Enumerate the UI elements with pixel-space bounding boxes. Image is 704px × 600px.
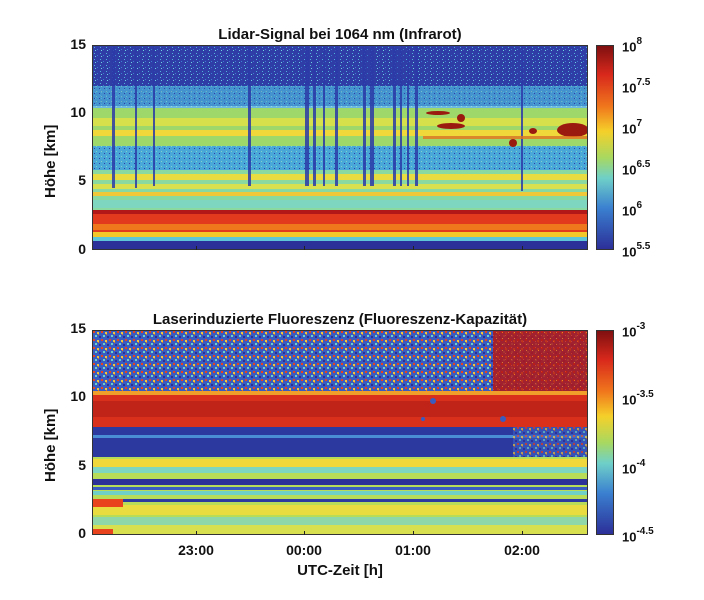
top-xtick-mark-0100 bbox=[413, 246, 414, 250]
top-cbar-tick-6.5: 106.5 bbox=[622, 159, 651, 178]
x-axis-label: UTC-Zeit [h] bbox=[297, 562, 383, 579]
top-plot-title: Lidar-Signal bei 1064 nm (Infrarot) bbox=[218, 26, 462, 43]
top-cbar-tick-5.5: 105.5 bbox=[622, 241, 651, 260]
top-xtick-mark-2300 bbox=[196, 246, 197, 250]
bottom-xtick-mark-0100 bbox=[413, 531, 414, 535]
bottom-xtick-mark-0000 bbox=[304, 531, 305, 535]
top-xtick-mark-0000 bbox=[304, 246, 305, 250]
bottom-cbar-tick-minus4: 10-4 bbox=[622, 458, 646, 477]
xtick-0100: 01:00 bbox=[395, 542, 431, 558]
xtick-0000: 00:00 bbox=[286, 542, 322, 558]
top-y-axis-label: Höhe [km] bbox=[42, 124, 59, 198]
top-colorbar bbox=[596, 45, 614, 250]
top-ytick-15: 15 bbox=[70, 36, 86, 52]
xtick-2300: 23:00 bbox=[178, 542, 214, 558]
top-cbar-tick-7: 107 bbox=[622, 118, 643, 137]
bottom-ytick-5: 5 bbox=[78, 457, 86, 473]
top-cbar-tick-7.5: 107.5 bbox=[622, 77, 651, 96]
top-ytick-10: 10 bbox=[70, 104, 86, 120]
xtick-0200: 02:00 bbox=[504, 542, 540, 558]
top-cbar-tick-6: 106 bbox=[622, 200, 643, 219]
top-cbar-tick-8: 108 bbox=[622, 36, 643, 55]
bottom-xtick-mark-2300 bbox=[196, 531, 197, 535]
bottom-y-axis-label: Höhe [km] bbox=[42, 408, 59, 482]
bottom-ytick-15: 15 bbox=[70, 320, 86, 336]
bottom-ytick-10: 10 bbox=[70, 388, 86, 404]
bottom-cbar-tick-minus3.5: 10-3.5 bbox=[622, 389, 654, 408]
bottom-heatmap bbox=[92, 330, 588, 535]
bottom-cbar-tick-minus3: 10-3 bbox=[622, 321, 646, 340]
top-heatmap bbox=[92, 45, 588, 250]
top-ytick-0: 0 bbox=[78, 241, 86, 257]
top-ytick-5: 5 bbox=[78, 172, 86, 188]
fluorescence-heatmap-graphic bbox=[93, 331, 587, 534]
bottom-plot-title: Laserinduzierte Fluoreszenz (Fluoreszenz… bbox=[152, 311, 528, 328]
bottom-ytick-0: 0 bbox=[78, 525, 86, 541]
top-xtick-mark-0200 bbox=[522, 246, 523, 250]
bottom-xtick-mark-0200 bbox=[522, 531, 523, 535]
bottom-cbar-tick-minus4.5: 10-4.5 bbox=[622, 526, 654, 545]
lidar-heatmap-graphic bbox=[93, 46, 587, 249]
bottom-colorbar bbox=[596, 330, 614, 535]
